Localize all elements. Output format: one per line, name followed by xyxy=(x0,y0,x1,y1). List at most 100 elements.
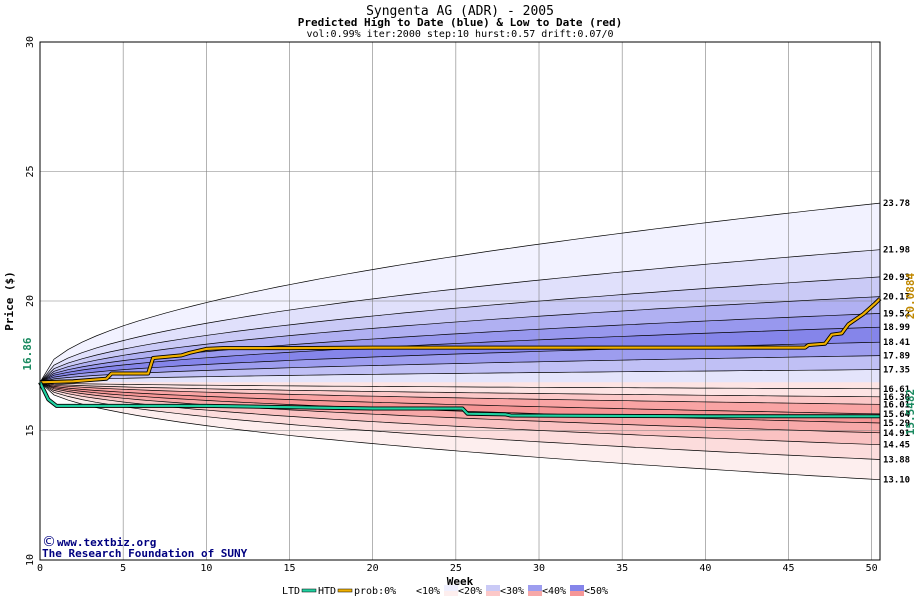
high-band-label-7: 20.93 xyxy=(883,273,910,283)
high-band-line-2 xyxy=(39,355,881,383)
high-band-label-8: 21.98 xyxy=(883,246,910,256)
chart-params: vol:0.99% iter:2000 step:10 hurst:0.57 d… xyxy=(306,29,613,40)
htd-end-label: 20.0884 xyxy=(904,272,917,319)
legend-swatch-low-2 xyxy=(486,591,500,596)
y-tick-labels: 10 15 20 25 30 xyxy=(25,36,36,566)
high-band-line-1 xyxy=(39,369,881,383)
low-band-line-4 xyxy=(39,381,881,434)
low-band-label-5: 14.45 xyxy=(883,441,910,451)
x-tick-labels: 0 5 10 15 20 25 30 35 40 45 50 xyxy=(37,563,878,574)
low-band-label-0: 16.30 xyxy=(883,393,910,403)
high-band-label-6: 20.17 xyxy=(883,293,910,303)
high-band-3 xyxy=(40,342,880,383)
low-band-line-6 xyxy=(39,382,881,460)
plot-border xyxy=(39,41,881,561)
low-band-label-6: 13.88 xyxy=(883,456,910,466)
y-tick-label-0: 10 xyxy=(25,554,36,566)
low-band-8 xyxy=(40,382,880,560)
credit-line-1: www.textbiz.org xyxy=(57,536,156,549)
x-tick-label-5: 25 xyxy=(450,563,462,574)
legend-item-label-0: <10% xyxy=(416,586,440,597)
x-tick-label-3: 15 xyxy=(283,563,295,574)
series-lines xyxy=(38,297,882,419)
legend-htd-swatch xyxy=(337,588,353,593)
high-band-label-9: 23.78 xyxy=(883,199,910,209)
legend-item-label-3: <40% xyxy=(542,586,566,597)
high-band-4 xyxy=(40,327,880,383)
low-band-label-7: 13.10 xyxy=(883,476,910,486)
high-band-line-4 xyxy=(39,326,881,383)
x-tick-label-10: 50 xyxy=(866,563,878,574)
legend-swatch-low-3 xyxy=(528,591,542,596)
low-band-label-2: 15.64 xyxy=(883,410,911,420)
legend-swatch-high-0 xyxy=(402,585,416,591)
legend-item-label-4: <50% xyxy=(584,586,608,597)
low-band-7 xyxy=(40,382,880,480)
low-band-line-3 xyxy=(39,381,881,424)
start-price-label: 16.86 xyxy=(21,337,34,370)
high-band-9 xyxy=(40,203,880,383)
high-band-label-5: 19.52 xyxy=(883,309,910,319)
low-band-line-1 xyxy=(39,381,881,405)
high-band-line-0 xyxy=(39,381,881,390)
low-band-line-2 xyxy=(39,381,881,415)
legend-ltd-swatch xyxy=(301,588,317,593)
band-end-labels: 16.61 17.35 17.89 18.41 18.99 19.52 20.17 20.93… xyxy=(883,199,911,486)
high-band-line-6 xyxy=(39,296,881,383)
legend-swatch-high-4 xyxy=(570,585,584,591)
x-tick-label-1: 5 xyxy=(120,563,126,574)
x-tick-label-2: 10 xyxy=(200,563,212,574)
y-tick-label-2: 20 xyxy=(25,295,36,307)
low-band-1 xyxy=(40,382,880,405)
high-band-8 xyxy=(40,249,880,383)
high-band-7 xyxy=(40,276,880,383)
legend-item-label-2: <30% xyxy=(500,586,524,597)
y-tick-label-1: 15 xyxy=(25,424,36,436)
y-tick-label-4: 30 xyxy=(25,36,36,48)
y-axis-label: Price ($) xyxy=(3,271,16,331)
ltd-line xyxy=(39,381,880,418)
high-band-label-0: 16.61 xyxy=(883,385,910,395)
credit-line-2: The Research Foundation of SUNY xyxy=(42,547,248,560)
low-band-5 xyxy=(40,382,880,445)
y-tick-label-3: 25 xyxy=(25,165,36,177)
legend-swatch-low-0 xyxy=(402,591,416,596)
x-tick-label-0: 0 xyxy=(37,563,43,574)
legend-swatch-low-4 xyxy=(570,591,584,596)
probability-bands xyxy=(40,26,880,560)
x-tick-label-9: 45 xyxy=(782,563,794,574)
low-band-label-4: 14.91 xyxy=(883,429,910,439)
high-band-2 xyxy=(40,355,880,383)
high-band-line-7 xyxy=(39,276,881,383)
htd-line xyxy=(39,297,881,384)
low-band-3 xyxy=(40,382,880,423)
ltd-end-label: 15.5482 xyxy=(904,389,917,435)
high-band-label-2: 17.89 xyxy=(883,352,910,362)
x-tick-label-4: 20 xyxy=(367,563,379,574)
legend-swatch-high-1 xyxy=(444,585,458,591)
high-band-line-8 xyxy=(39,249,881,383)
x-tick-label-7: 35 xyxy=(616,563,628,574)
high-band-label-3: 18.41 xyxy=(883,338,910,348)
high-band-5 xyxy=(40,313,880,383)
low-band-label-1: 16.01 xyxy=(883,400,910,410)
copyright-icon: © xyxy=(42,534,56,550)
legend-ltd-label: LTD xyxy=(282,586,300,597)
chart-title: Syngenta AG (ADR) - 2005 xyxy=(366,4,554,19)
legend: LTD HTD prob:0% <10% <20% <30% <40% <50% xyxy=(282,585,608,597)
high-band-label-1: 17.35 xyxy=(883,366,910,376)
low-band-line-0 xyxy=(39,381,881,398)
high-band-line-9 xyxy=(39,202,881,383)
x-tick-label-8: 40 xyxy=(699,563,711,574)
legend-item-label-1: <20% xyxy=(458,586,482,597)
x-tick-label-6: 30 xyxy=(533,563,545,574)
high-band-6 xyxy=(40,296,880,383)
legend-swatch-high-2 xyxy=(486,585,500,591)
legend-swatch-high-3 xyxy=(528,585,542,591)
legend-swatch-low-1 xyxy=(444,591,458,596)
high-band-10 xyxy=(40,26,880,383)
low-band-4 xyxy=(40,382,880,433)
legend-htd-label: HTD xyxy=(318,586,336,597)
low-band-6 xyxy=(40,382,880,460)
